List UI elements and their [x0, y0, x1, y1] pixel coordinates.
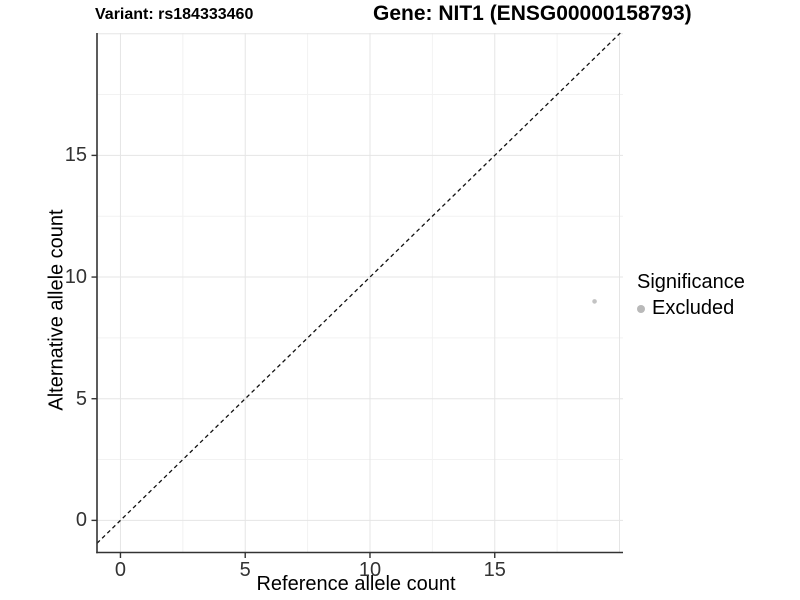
- data-point: [592, 299, 597, 304]
- y-tick-label-5: 5: [75, 387, 87, 410]
- x-axis-title: Reference allele count: [256, 573, 456, 595]
- plot-title-variant: Variant: rs184333460: [95, 6, 254, 23]
- legend-title: Significance: [637, 271, 745, 293]
- legend-item-excluded: Excluded: [637, 297, 745, 320]
- y-axis-title: Alternative allele count: [45, 209, 68, 411]
- x-tick-label-15: 15: [483, 558, 506, 581]
- x-tick-label-0: 0: [114, 558, 127, 581]
- excluded-point-swatch-icon: [637, 304, 645, 313]
- plot-title-gene: Gene: NIT1 (ENSG00000158793): [373, 2, 692, 25]
- x-tick-label-5: 5: [239, 558, 251, 581]
- legend-item-label: Excluded: [652, 297, 735, 319]
- legend: Significance Excluded: [637, 271, 745, 320]
- y-tick-label-15: 15: [64, 144, 87, 167]
- y-tick-label-10: 10: [64, 266, 87, 289]
- x-tick-label-10: 10: [358, 558, 382, 581]
- y-tick-label-0: 0: [75, 509, 87, 532]
- identity-reference-line: [96, 32, 621, 544]
